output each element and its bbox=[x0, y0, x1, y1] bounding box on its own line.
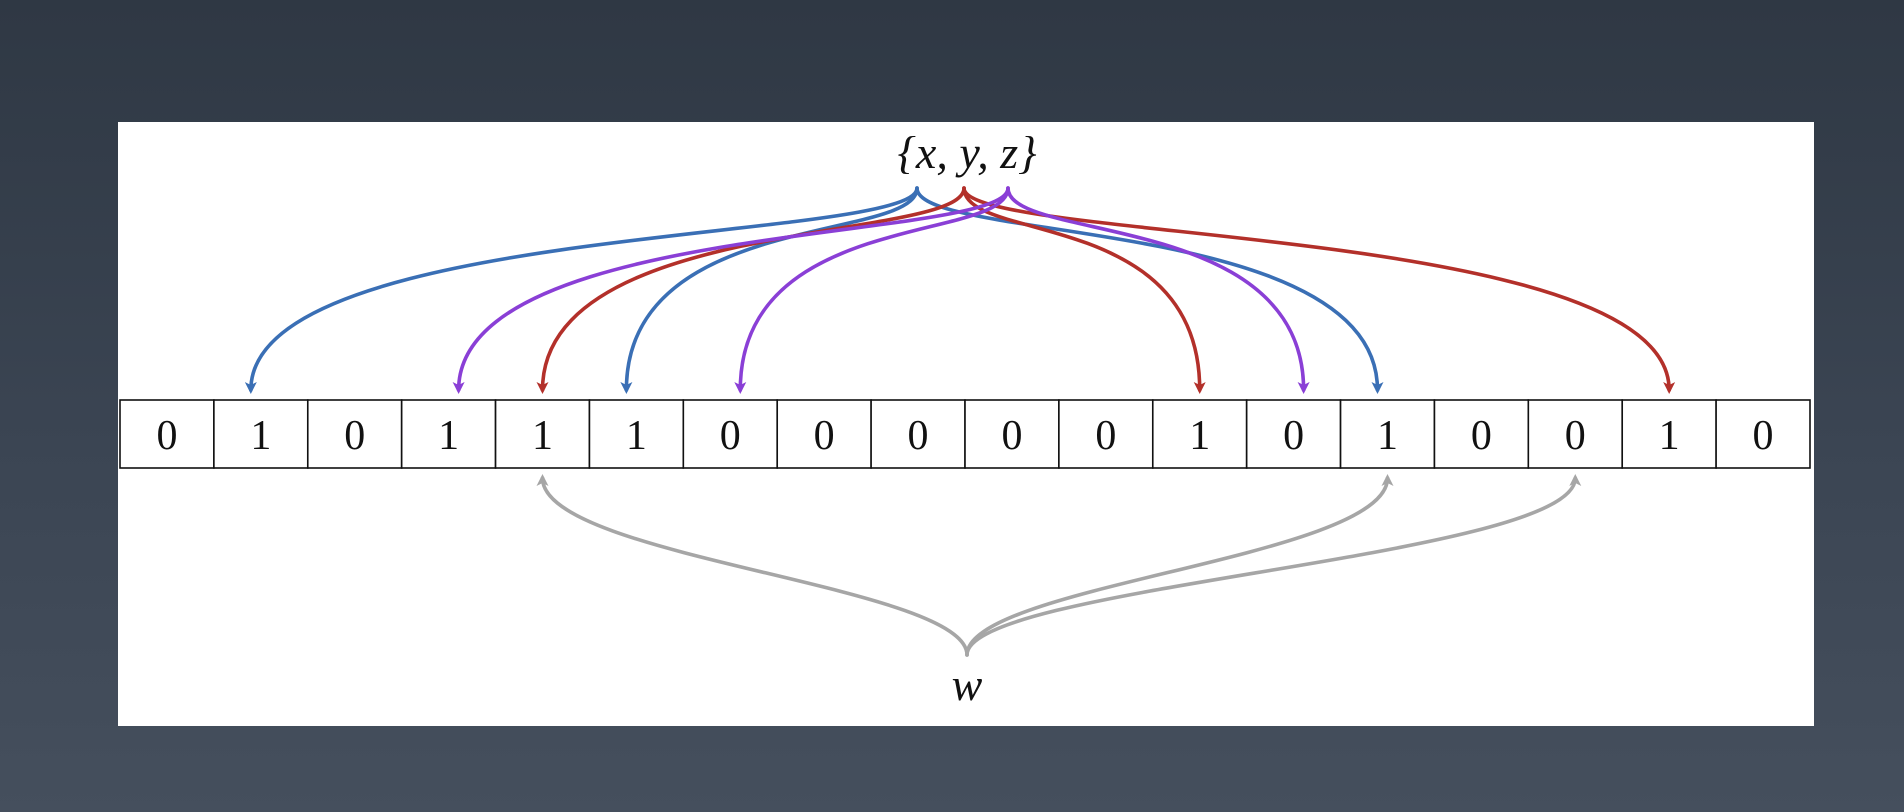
bit-cell: 1 bbox=[588, 399, 685, 469]
bit-cell: 0 bbox=[1433, 399, 1530, 469]
bit-value: 0 bbox=[1095, 413, 1116, 459]
bit-cell-box bbox=[306, 399, 403, 469]
bit-value: 1 bbox=[1377, 413, 1398, 459]
bit-cell: 0 bbox=[1245, 399, 1342, 469]
bit-cell: 0 bbox=[870, 399, 966, 469]
bit-value: 0 bbox=[1565, 413, 1586, 459]
bit-value: 1 bbox=[438, 413, 459, 459]
bit-value: 1 bbox=[1189, 413, 1210, 459]
bit-cell: 0 bbox=[306, 399, 403, 469]
hash-arrow-y bbox=[962, 186, 1676, 394]
bit-cell: 0 bbox=[1715, 399, 1811, 469]
query-arrow-w bbox=[965, 474, 1582, 657]
bit-value: 1 bbox=[532, 413, 553, 459]
bit-cell: 1 bbox=[400, 399, 497, 469]
hash-arrow-y bbox=[536, 186, 966, 394]
hash-arrow-x bbox=[620, 186, 919, 394]
bit-value: 0 bbox=[1001, 413, 1022, 459]
bit-cell-box bbox=[1621, 399, 1717, 469]
bit-cell-box bbox=[400, 399, 497, 469]
bit-cell-box bbox=[588, 399, 685, 469]
bit-cell: 0 bbox=[964, 399, 1060, 469]
bit-value: 0 bbox=[156, 413, 177, 459]
hash-arrow-x bbox=[915, 186, 1384, 394]
hash-arrow-z bbox=[1006, 186, 1310, 394]
bit-cell-box bbox=[870, 399, 966, 469]
bit-cell: 1 bbox=[494, 399, 591, 469]
bit-cell: 1 bbox=[1339, 399, 1436, 469]
bit-array: 0 1 0 1 1 1 0 0 0 0 0 1 0 1 0 0 1 0 bbox=[119, 399, 1811, 469]
bit-cell-box bbox=[1151, 399, 1248, 469]
bit-cell: 1 bbox=[213, 399, 309, 469]
hash-arrow-x bbox=[244, 186, 919, 394]
bit-cell-box bbox=[1245, 399, 1342, 469]
bit-value: 0 bbox=[1471, 413, 1492, 459]
bit-cell-box bbox=[1339, 399, 1436, 469]
query-arrow-w bbox=[965, 474, 1394, 657]
bit-value: 0 bbox=[344, 413, 365, 459]
bit-value: 0 bbox=[720, 413, 741, 459]
bit-value: 1 bbox=[626, 413, 647, 459]
bit-cell: 0 bbox=[119, 399, 215, 469]
bit-value: 0 bbox=[1753, 413, 1774, 459]
bit-cell-box bbox=[682, 399, 779, 469]
set-label: {x, y, z} bbox=[898, 127, 1037, 178]
bit-cell: 0 bbox=[1527, 399, 1624, 469]
bit-cell-box bbox=[1433, 399, 1530, 469]
query-label: w bbox=[952, 659, 983, 710]
hash-arrow-y bbox=[962, 186, 1206, 394]
hash-arrow-z bbox=[734, 186, 1010, 394]
bit-cell: 0 bbox=[776, 399, 872, 469]
bit-cell-box bbox=[494, 399, 591, 469]
bit-value: 0 bbox=[814, 413, 835, 459]
bit-cell-box bbox=[1715, 399, 1811, 469]
bit-cell: 0 bbox=[682, 399, 779, 469]
bit-value: 1 bbox=[1659, 413, 1680, 459]
bit-cell-box bbox=[776, 399, 872, 469]
bit-cell: 1 bbox=[1621, 399, 1717, 469]
bit-cell-box bbox=[1058, 399, 1154, 469]
bit-cell: 1 bbox=[1151, 399, 1248, 469]
bit-value: 0 bbox=[1283, 413, 1304, 459]
bit-value: 1 bbox=[250, 413, 271, 459]
query-arrow-w bbox=[536, 474, 969, 657]
bit-cell-box bbox=[119, 399, 215, 469]
bit-value: 0 bbox=[908, 413, 929, 459]
bit-cell: 0 bbox=[1058, 399, 1154, 469]
hash-arrow-z bbox=[452, 186, 1010, 394]
hash-arrows bbox=[244, 186, 1676, 657]
